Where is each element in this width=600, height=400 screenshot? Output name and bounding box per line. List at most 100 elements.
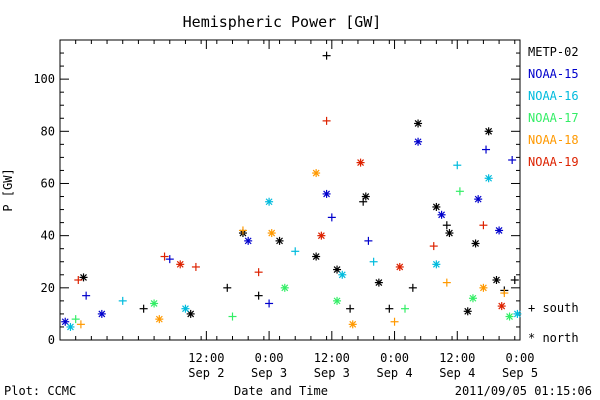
data-point-south <box>118 296 127 305</box>
data-point-south <box>369 257 378 266</box>
x-tick-date-label: Sep 4 <box>439 366 475 380</box>
data-point-north <box>322 189 331 198</box>
x-tick-date-label: Sep 3 <box>251 366 287 380</box>
x-axis-label: Date and Time <box>234 384 328 398</box>
data-point-north <box>348 320 357 329</box>
data-point-north <box>445 229 454 238</box>
x-tick-date-label: Sep 5 <box>502 366 538 380</box>
plot-credit: Plot: CCMC <box>4 384 76 398</box>
data-point-north <box>484 174 493 183</box>
data-point-south <box>385 304 394 313</box>
x-tick-date-label: Sep 4 <box>376 366 412 380</box>
data-point-south <box>265 299 274 308</box>
data-point-south <box>510 276 519 284</box>
data-point-south <box>191 262 200 271</box>
y-tick-label: 20 <box>41 281 55 295</box>
data-point-north <box>414 137 423 146</box>
y-tick-label: 60 <box>41 176 55 190</box>
data-point-north <box>244 236 253 245</box>
y-tick-label: 100 <box>33 72 55 86</box>
data-point-south <box>223 283 232 292</box>
data-point-north <box>312 169 321 178</box>
x-tick-hour-label: 0:00 <box>506 351 535 365</box>
data-point-north <box>61 317 70 326</box>
data-point-south <box>346 304 355 313</box>
x-tick-hour-label: 0:00 <box>255 351 284 365</box>
data-point-south <box>327 213 336 222</box>
data-point-south <box>429 242 438 251</box>
data-point-north <box>317 231 326 240</box>
data-point-north <box>468 294 477 303</box>
data-point-south <box>401 304 409 313</box>
data-point-south <box>165 255 174 264</box>
data-point-north <box>492 276 501 284</box>
data-point-south <box>479 221 488 230</box>
data-point-south <box>453 161 462 170</box>
data-point-south <box>500 289 509 298</box>
data-point-north <box>186 309 195 318</box>
x-tick-hour-label: 12:00 <box>439 351 475 365</box>
data-point-north <box>432 202 441 211</box>
data-point-south <box>71 315 80 324</box>
plot-frame <box>59 39 521 341</box>
data-point-south <box>228 312 237 321</box>
x-tick-date-label: Sep 3 <box>314 366 350 380</box>
data-point-north <box>338 270 347 279</box>
data-point-north <box>155 315 164 324</box>
data-point-south <box>74 276 83 284</box>
data-point-north <box>374 278 383 287</box>
data-point-south <box>82 291 91 300</box>
data-point-north <box>176 260 185 269</box>
data-point-south <box>390 317 399 326</box>
legend-series-label: NOAA-19 <box>528 155 579 169</box>
data-point-south <box>76 320 85 329</box>
x-tick-date-label: Sep 2 <box>188 366 224 380</box>
data-point-north <box>97 309 106 318</box>
data-point-south <box>254 291 263 300</box>
data-point-north <box>280 283 289 292</box>
y-tick-label: 80 <box>41 124 55 138</box>
data-point-south <box>442 221 451 230</box>
data-point-north <box>479 283 488 292</box>
data-point-south <box>160 252 169 261</box>
data-point-south <box>455 187 464 196</box>
data-point-north <box>513 309 522 318</box>
data-point-north <box>265 197 274 206</box>
x-tick-hour-label: 12:00 <box>188 351 224 365</box>
legend-hemisphere-south: + south <box>528 301 579 315</box>
legend-series-label: NOAA-18 <box>528 133 579 147</box>
x-tick-hour-label: 12:00 <box>314 351 350 365</box>
data-point-north <box>414 119 423 128</box>
data-point-north <box>181 304 190 313</box>
data-point-south <box>442 278 451 287</box>
data-point-north <box>437 210 446 219</box>
y-tick-label: 0 <box>48 333 55 347</box>
data-point-north <box>267 229 276 238</box>
timestamp: 2011/09/05 01:15:06 <box>455 384 592 398</box>
data-point-south <box>364 236 373 245</box>
data-point-north <box>66 322 75 331</box>
data-point-north <box>333 265 342 274</box>
data-point-north <box>356 158 365 167</box>
data-point-south <box>508 156 517 164</box>
data-point-north <box>497 302 506 311</box>
legend-series-label: NOAA-17 <box>528 111 579 125</box>
chart-title: Hemispheric Power [GW] <box>183 13 382 31</box>
data-point-south <box>322 116 331 125</box>
data-point-south <box>291 247 300 256</box>
data-point-north <box>474 195 483 204</box>
data-point-north <box>395 262 404 271</box>
data-point-north <box>333 296 342 305</box>
y-tick-label: 40 <box>41 229 55 243</box>
data-point-north <box>484 127 493 136</box>
data-point-south <box>139 304 148 313</box>
data-point-north <box>312 252 321 261</box>
data-point-north <box>275 236 284 245</box>
legend: METP-02 NOAA-15 NOAA-16 NOAA-17 NOAA-18 NOAA-… <box>528 45 579 345</box>
data-point-north <box>495 226 504 235</box>
legend-series-label: NOAA-15 <box>528 67 579 81</box>
data-point-south <box>238 226 247 235</box>
data-point-north <box>432 260 441 269</box>
data-point-north <box>361 192 370 201</box>
